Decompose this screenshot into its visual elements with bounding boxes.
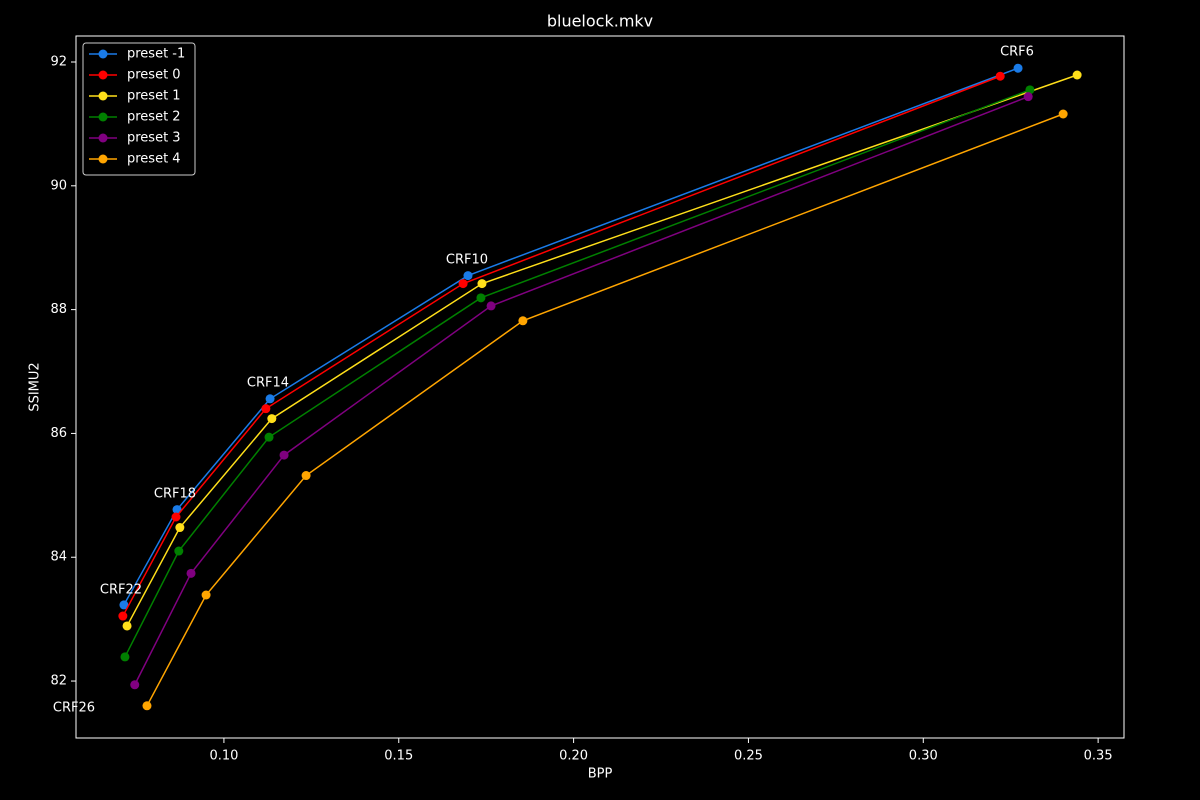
- x-tick-label: 0.25: [734, 749, 763, 764]
- point: [186, 568, 196, 578]
- point: [463, 271, 473, 281]
- point: [175, 523, 185, 533]
- x-tick-label: 0.20: [559, 749, 588, 764]
- series-line: [134, 95, 1029, 686]
- point: [265, 394, 275, 404]
- point: [174, 546, 184, 556]
- point: [1023, 92, 1033, 102]
- y-tick-label: 92: [50, 55, 67, 70]
- point: [171, 512, 181, 522]
- legend-label: preset 1: [127, 89, 181, 104]
- point: [301, 471, 311, 481]
- legend-marker: [98, 154, 108, 164]
- y-tick-label: 84: [50, 550, 67, 565]
- y-tick-label: 88: [50, 302, 67, 317]
- point: [476, 293, 486, 303]
- point: [486, 301, 496, 311]
- series-line: [124, 89, 1031, 658]
- point: [172, 505, 182, 515]
- point: [264, 432, 274, 442]
- y-tick-label: 82: [50, 674, 67, 689]
- point: [201, 590, 211, 600]
- point: [1013, 63, 1023, 73]
- point: [1072, 70, 1082, 80]
- annotation: CRF14: [247, 376, 289, 391]
- point: [995, 71, 1005, 81]
- x-tick-label: 0.30: [909, 749, 938, 764]
- series-line: [122, 75, 1001, 617]
- legend-marker: [98, 49, 108, 59]
- point: [267, 414, 277, 424]
- point: [122, 621, 132, 631]
- point: [1025, 85, 1035, 95]
- x-tick-label: 0.15: [384, 749, 413, 764]
- x-tick-label: 0.35: [1084, 749, 1113, 764]
- point: [518, 316, 528, 326]
- annotation: CRF22: [100, 583, 142, 598]
- series-line: [123, 67, 1019, 606]
- point: [118, 611, 128, 621]
- point: [1058, 109, 1068, 119]
- point: [261, 404, 271, 414]
- y-tick-label: 86: [50, 426, 67, 441]
- legend-label: preset -1: [127, 47, 185, 62]
- annotation: CRF18: [154, 487, 196, 502]
- legend-label: preset 3: [127, 131, 181, 146]
- annotation: CRF26: [53, 701, 95, 716]
- point: [477, 279, 487, 289]
- plot-frame: [75, 35, 1125, 739]
- legend-marker: [98, 112, 108, 122]
- point: [119, 600, 129, 610]
- point: [458, 279, 468, 289]
- point: [279, 450, 289, 460]
- series-line: [126, 74, 1078, 627]
- legend-label: preset 2: [127, 110, 181, 125]
- x-axis-label: BPP: [588, 767, 613, 782]
- y-axis-label: SSIMU2: [28, 362, 43, 411]
- chart-title: bluelock.mkv: [547, 12, 653, 31]
- legend-marker: [98, 70, 108, 80]
- legend-marker: [98, 133, 108, 143]
- legend-box: [82, 42, 196, 176]
- x-tick-label: 0.10: [209, 749, 238, 764]
- annotation: CRF6: [1000, 45, 1034, 60]
- y-tick-label: 90: [50, 178, 67, 193]
- legend-label: preset 4: [127, 152, 181, 167]
- annotation: CRF10: [446, 253, 488, 268]
- legend-marker: [98, 91, 108, 101]
- point: [120, 652, 130, 662]
- legend-label: preset 0: [127, 68, 181, 83]
- point: [142, 701, 152, 711]
- point: [130, 680, 140, 690]
